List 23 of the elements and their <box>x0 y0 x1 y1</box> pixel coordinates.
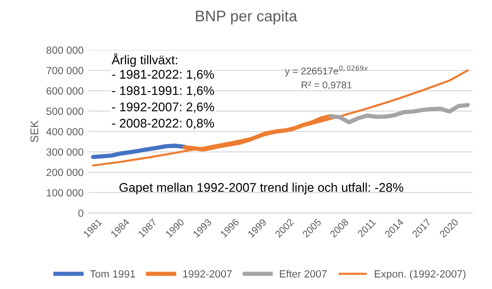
legend-label: Tom 1991 <box>90 270 136 278</box>
y-tick-label: 200 000 <box>46 168 84 176</box>
y-tick-label: 600 000 <box>46 87 84 95</box>
annotation: y = 226517e$^{0,0269x}$ <box>284 66 368 76</box>
legend-label: 1992-2007 <box>183 270 232 278</box>
annotation: Årlig tillväxt: <box>112 53 178 67</box>
legend-label: Efter 2007 <box>280 270 327 278</box>
annotation: - 1981-1991: 1,6% <box>112 86 214 97</box>
legend-label: Expon. (1992-2007) <box>374 270 466 280</box>
y-tick-label: 500 000 <box>46 108 84 115</box>
chart-title: BNP per capita <box>196 10 298 24</box>
y-tick-label: 400 000 <box>46 128 84 136</box>
y-axis-title: SEK <box>30 120 38 142</box>
annotation: - 1981-2022: 1,6% <box>112 70 214 80</box>
annotation: Gapet mellan 1992-2007 trend linje och utfall: -28% <box>119 182 404 194</box>
annotation: R² = 0,9781 <box>302 82 352 90</box>
y-tick-label: 700 000 <box>46 66 84 74</box>
y-tick-label: 100 000 <box>46 189 84 196</box>
annotation: - 2008-2022: 0,8% <box>112 118 214 130</box>
y-tick-label: 800 000 <box>46 46 84 54</box>
y-tick-label: 300 000 <box>46 148 84 156</box>
annotation: - 1992-2007: 2,6% <box>112 102 214 113</box>
y-tick-label: 0 <box>78 209 84 217</box>
